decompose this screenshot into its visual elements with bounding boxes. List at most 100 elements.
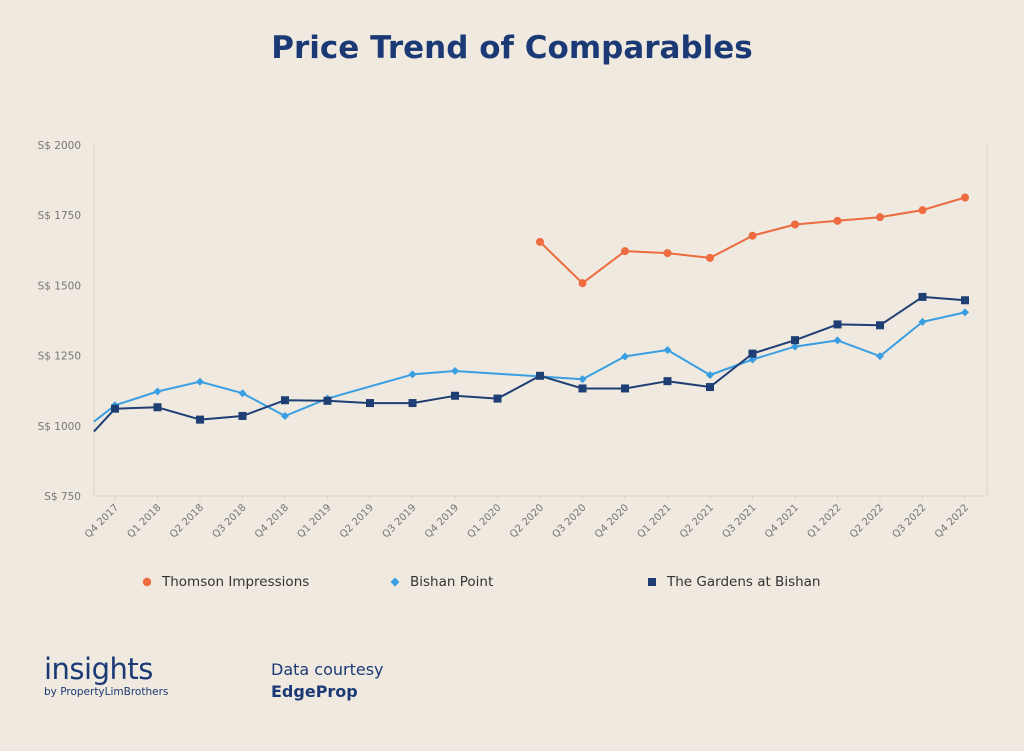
legend-item-bishan-point: Bishan Point [388, 574, 493, 590]
line-chart: S$ 2000 S$ 1750 S$ 1500 S$ 1250 S$ 1000 S$ 75… [38, 140, 988, 540]
y-tick-label: S$ 2000 [38, 140, 81, 152]
data-point [366, 399, 374, 408]
data-point [621, 384, 629, 393]
data-point [238, 411, 247, 420]
y-tick-label: S$ 750 [44, 491, 81, 503]
data-credit: Data courtesy EdgeProp [271, 659, 384, 703]
y-tick-label: S$ 1750 [38, 210, 81, 222]
data-point [876, 321, 884, 330]
series-lines [93, 196, 966, 433]
x-tick-label: Q1 2021 [636, 502, 674, 540]
data-point [918, 292, 927, 301]
credit-source: EdgeProp [271, 682, 358, 701]
credit-label: Data courtesy [271, 660, 384, 679]
series-line [93, 311, 966, 423]
data-point [918, 206, 927, 215]
x-tick-label: Q3 2018 [211, 502, 249, 540]
legend-label: The Gardens at Bishan [667, 574, 821, 590]
data-point [961, 296, 969, 305]
x-tick-label: Q4 2017 [83, 502, 121, 540]
data-point [408, 399, 417, 408]
data-point [706, 370, 714, 379]
data-point [111, 404, 119, 413]
data-point [408, 370, 417, 379]
data-point [578, 279, 587, 288]
data-point [961, 308, 969, 317]
legend-item-the-gardens-at-bishan: The Gardens at Bishan [645, 574, 821, 590]
legend-label: Thomson Impressions [162, 574, 310, 590]
brand-logo: insights by PropertyLimBrothers [44, 654, 168, 698]
data-point [748, 349, 757, 358]
x-tick-label: Q1 2020 [466, 502, 504, 540]
data-point [791, 336, 799, 345]
data-point [536, 237, 544, 246]
x-tick-label: Q2 2018 [168, 502, 206, 540]
data-point [748, 231, 757, 240]
data-point [833, 320, 842, 329]
series-line [93, 295, 966, 433]
x-tick-label: Q1 2019 [296, 502, 334, 540]
data-point [323, 396, 332, 405]
data-point [578, 384, 587, 393]
data-point [791, 220, 799, 229]
data-point [196, 415, 204, 424]
brand-tagline: by PropertyLimBrothers [44, 686, 169, 698]
data-point [663, 249, 672, 258]
data-point [451, 367, 459, 376]
x-tick-label: Q3 2019 [381, 502, 419, 540]
data-point [961, 193, 969, 202]
data-point [153, 387, 162, 396]
data-point [833, 336, 842, 345]
data-point [578, 375, 587, 384]
data-point [706, 383, 714, 392]
data-point [876, 352, 884, 361]
data-point [153, 403, 162, 412]
diamond-marker-icon [390, 577, 400, 587]
data-point [621, 352, 629, 361]
circle-marker-icon [142, 577, 152, 587]
data-point [238, 389, 247, 398]
x-tick-label: Q4 2019 [423, 502, 461, 540]
data-point [281, 396, 289, 405]
data-point [196, 377, 204, 386]
legend-label: Bishan Point [410, 574, 494, 590]
chart-legend: Thomson Impressions Bishan Point The Gar… [0, 574, 1024, 594]
chart-title: Price Trend of Comparables [271, 30, 753, 66]
x-axis-ticks: Q4 2017 Q1 2018 Q2 2018 Q3 2018 Q4 2018 Q1 20… [83, 496, 971, 540]
x-tick-label: Q1 2022 [806, 502, 844, 540]
x-tick-label: Q4 2022 [933, 502, 971, 540]
x-tick-label: Q4 2018 [253, 502, 291, 540]
series-markers [111, 193, 969, 424]
data-point [451, 391, 459, 400]
legend-item-thomson-impressions: Thomson Impressions [140, 574, 309, 590]
x-tick-label: Q2 2022 [848, 502, 886, 540]
x-tick-label: Q1 2018 [126, 502, 164, 540]
data-point [833, 216, 842, 225]
brand-wordmark: insights [44, 652, 153, 686]
data-point [621, 247, 629, 256]
data-point [918, 317, 927, 326]
x-tick-label: Q2 2020 [508, 502, 546, 540]
square-marker-icon [648, 578, 656, 586]
data-point [281, 411, 289, 420]
x-tick-label: Q2 2019 [338, 502, 376, 540]
data-point [493, 394, 502, 403]
x-tick-label: Q4 2020 [593, 502, 631, 540]
data-point [536, 371, 544, 380]
y-tick-label: S$ 1500 [38, 280, 81, 292]
y-axis-ticks: S$ 2000 S$ 1750 S$ 1500 S$ 1250 S$ 1000 S$ 75… [38, 140, 81, 503]
x-tick-label: Q3 2021 [721, 502, 759, 540]
x-tick-label: Q3 2022 [891, 502, 929, 540]
y-tick-label: S$ 1250 [38, 351, 81, 363]
chart-axes [93, 145, 988, 497]
series-line [539, 196, 966, 285]
data-point [791, 342, 799, 351]
y-tick-label: S$ 1000 [38, 421, 81, 433]
x-tick-label: Q4 2021 [763, 502, 801, 540]
data-point [876, 213, 884, 222]
data-point [706, 253, 714, 262]
data-point [663, 345, 672, 354]
x-tick-label: Q3 2020 [551, 502, 589, 540]
data-point [663, 377, 672, 386]
x-tick-label: Q2 2021 [678, 502, 716, 540]
